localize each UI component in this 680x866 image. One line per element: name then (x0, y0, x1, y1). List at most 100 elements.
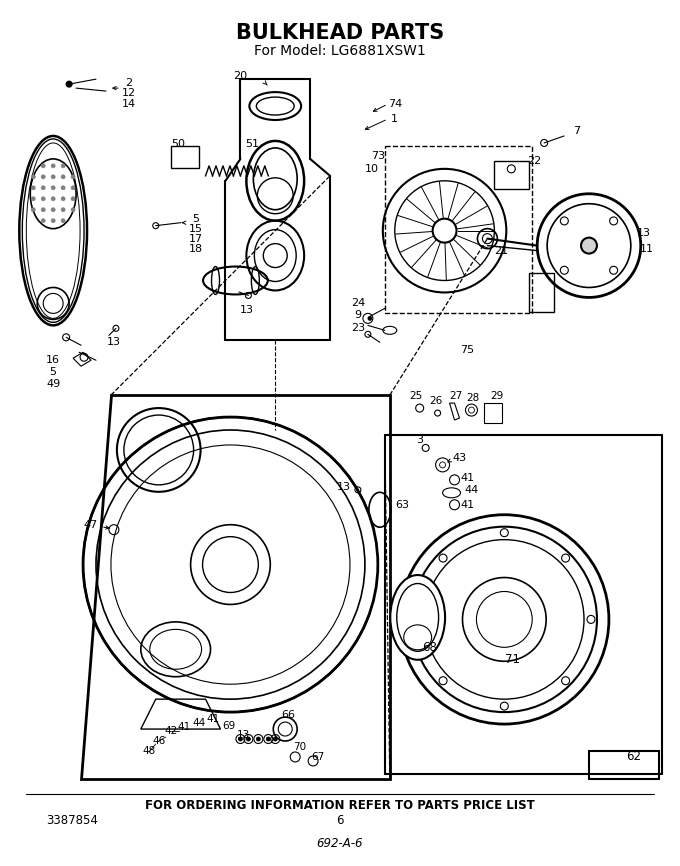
Ellipse shape (19, 136, 87, 326)
Bar (385, 146, 532, 313)
Text: 69: 69 (222, 721, 235, 731)
Text: 13: 13 (239, 306, 254, 315)
Circle shape (31, 197, 35, 201)
Circle shape (581, 237, 597, 254)
Text: 27: 27 (449, 391, 462, 401)
Circle shape (51, 164, 55, 168)
Text: 62: 62 (626, 751, 641, 764)
Text: 75: 75 (460, 346, 475, 355)
Text: 67: 67 (311, 752, 325, 762)
Text: 29: 29 (491, 391, 504, 401)
Text: 13: 13 (237, 730, 250, 740)
Text: 3387854: 3387854 (46, 814, 98, 827)
Circle shape (51, 219, 55, 223)
Circle shape (41, 208, 45, 211)
Circle shape (432, 219, 456, 242)
Circle shape (41, 186, 45, 190)
Text: 10: 10 (365, 164, 379, 174)
Text: 41: 41 (207, 714, 220, 724)
Text: 26: 26 (429, 396, 442, 406)
Text: 44: 44 (464, 485, 479, 494)
Circle shape (61, 175, 65, 178)
Text: 13: 13 (107, 337, 121, 347)
Circle shape (61, 208, 65, 211)
Text: For Model: LG6881XSW1: For Model: LG6881XSW1 (254, 44, 426, 58)
Text: 68: 68 (422, 641, 437, 654)
Circle shape (256, 737, 260, 741)
Circle shape (61, 186, 65, 190)
Text: 41: 41 (460, 500, 475, 510)
Text: 7: 7 (573, 126, 581, 136)
Text: 71: 71 (505, 653, 520, 666)
Circle shape (267, 737, 270, 741)
Text: 14: 14 (122, 99, 136, 109)
Text: 23: 23 (351, 323, 365, 333)
Text: 73: 73 (371, 151, 385, 161)
Circle shape (41, 219, 45, 223)
Text: 6: 6 (336, 814, 344, 827)
Circle shape (400, 514, 609, 724)
Circle shape (41, 175, 45, 178)
Circle shape (51, 208, 55, 211)
Text: 49: 49 (46, 379, 61, 389)
Text: 5: 5 (50, 367, 56, 378)
Text: 3: 3 (416, 435, 423, 445)
Text: 66: 66 (282, 710, 295, 721)
Text: 43: 43 (452, 453, 466, 463)
Circle shape (71, 208, 75, 211)
Text: 24: 24 (351, 299, 365, 308)
Text: 13: 13 (337, 481, 351, 492)
Circle shape (246, 737, 250, 741)
Text: 13: 13 (636, 228, 651, 237)
Circle shape (66, 81, 72, 87)
Bar (484, 403, 503, 423)
Text: 16: 16 (46, 355, 60, 365)
Circle shape (71, 186, 75, 190)
Text: 50: 50 (171, 139, 186, 149)
Circle shape (273, 717, 297, 741)
Text: 41: 41 (460, 473, 475, 483)
Text: 17: 17 (188, 234, 203, 243)
Text: 25: 25 (409, 391, 422, 401)
Circle shape (61, 164, 65, 168)
Circle shape (31, 208, 35, 211)
Bar (171, 146, 199, 168)
Bar (37, 252, 69, 259)
Circle shape (239, 737, 242, 741)
Bar (37, 240, 69, 247)
Text: 44: 44 (192, 718, 205, 728)
Text: 9: 9 (354, 310, 362, 320)
Text: 48: 48 (142, 746, 156, 756)
Text: 74: 74 (388, 99, 402, 109)
Text: BULKHEAD PARTS: BULKHEAD PARTS (236, 23, 444, 43)
Text: 2: 2 (125, 78, 133, 88)
Circle shape (61, 197, 65, 201)
Ellipse shape (390, 575, 445, 660)
Circle shape (61, 219, 65, 223)
Text: 46: 46 (152, 736, 165, 746)
Text: FOR ORDERING INFORMATION REFER TO PARTS PRICE LIST: FOR ORDERING INFORMATION REFER TO PARTS … (145, 799, 535, 812)
Circle shape (71, 175, 75, 178)
Polygon shape (81, 395, 390, 779)
Circle shape (51, 197, 55, 201)
Circle shape (51, 175, 55, 178)
Text: 15: 15 (188, 223, 203, 234)
Text: 12: 12 (122, 88, 136, 98)
Bar (494, 161, 529, 189)
Circle shape (51, 186, 55, 190)
Text: 692-A-6: 692-A-6 (317, 837, 363, 850)
Text: 5: 5 (192, 214, 199, 223)
Circle shape (31, 186, 35, 190)
Text: 11: 11 (640, 243, 653, 254)
Text: 42: 42 (164, 726, 177, 736)
Text: 18: 18 (188, 243, 203, 254)
Text: 22: 22 (527, 156, 541, 166)
Circle shape (273, 737, 277, 741)
Text: 63: 63 (396, 500, 410, 510)
Text: 51: 51 (245, 139, 259, 149)
Circle shape (71, 197, 75, 201)
Text: 1: 1 (391, 114, 398, 124)
Text: 20: 20 (233, 71, 248, 81)
Circle shape (368, 316, 372, 320)
Text: 28: 28 (466, 393, 479, 403)
